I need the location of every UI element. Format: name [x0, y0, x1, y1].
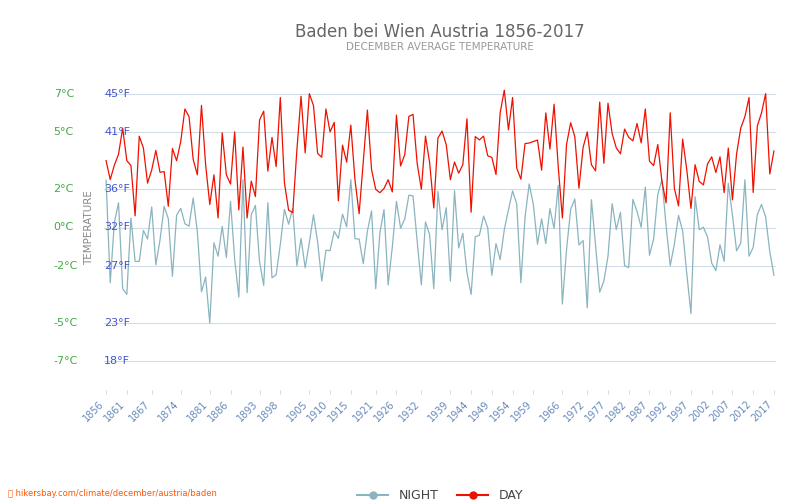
Text: -7°C: -7°C — [54, 356, 78, 366]
Text: -2°C: -2°C — [54, 260, 78, 270]
Text: DECEMBER AVERAGE TEMPERATURE: DECEMBER AVERAGE TEMPERATURE — [346, 42, 534, 52]
Text: 18°F: 18°F — [104, 356, 130, 366]
Text: 0°C: 0°C — [54, 222, 74, 232]
Y-axis label: TEMPERATURE: TEMPERATURE — [83, 190, 94, 265]
Legend: NIGHT, DAY: NIGHT, DAY — [352, 484, 528, 500]
Text: -5°C: -5°C — [54, 318, 78, 328]
Text: 45°F: 45°F — [104, 88, 130, 99]
Text: 27°F: 27°F — [104, 260, 130, 270]
Text: 41°F: 41°F — [104, 127, 130, 137]
Text: 32°F: 32°F — [104, 222, 130, 232]
Text: 5°C: 5°C — [54, 127, 74, 137]
Title: Baden bei Wien Austria 1856-2017: Baden bei Wien Austria 1856-2017 — [295, 23, 585, 41]
Text: 7°C: 7°C — [54, 88, 74, 99]
Text: 36°F: 36°F — [104, 184, 130, 194]
Text: 2°C: 2°C — [54, 184, 74, 194]
Text: 23°F: 23°F — [104, 318, 130, 328]
Text: 🔴 hikersbay.com/climate/december/austria/baden: 🔴 hikersbay.com/climate/december/austria… — [8, 488, 217, 498]
